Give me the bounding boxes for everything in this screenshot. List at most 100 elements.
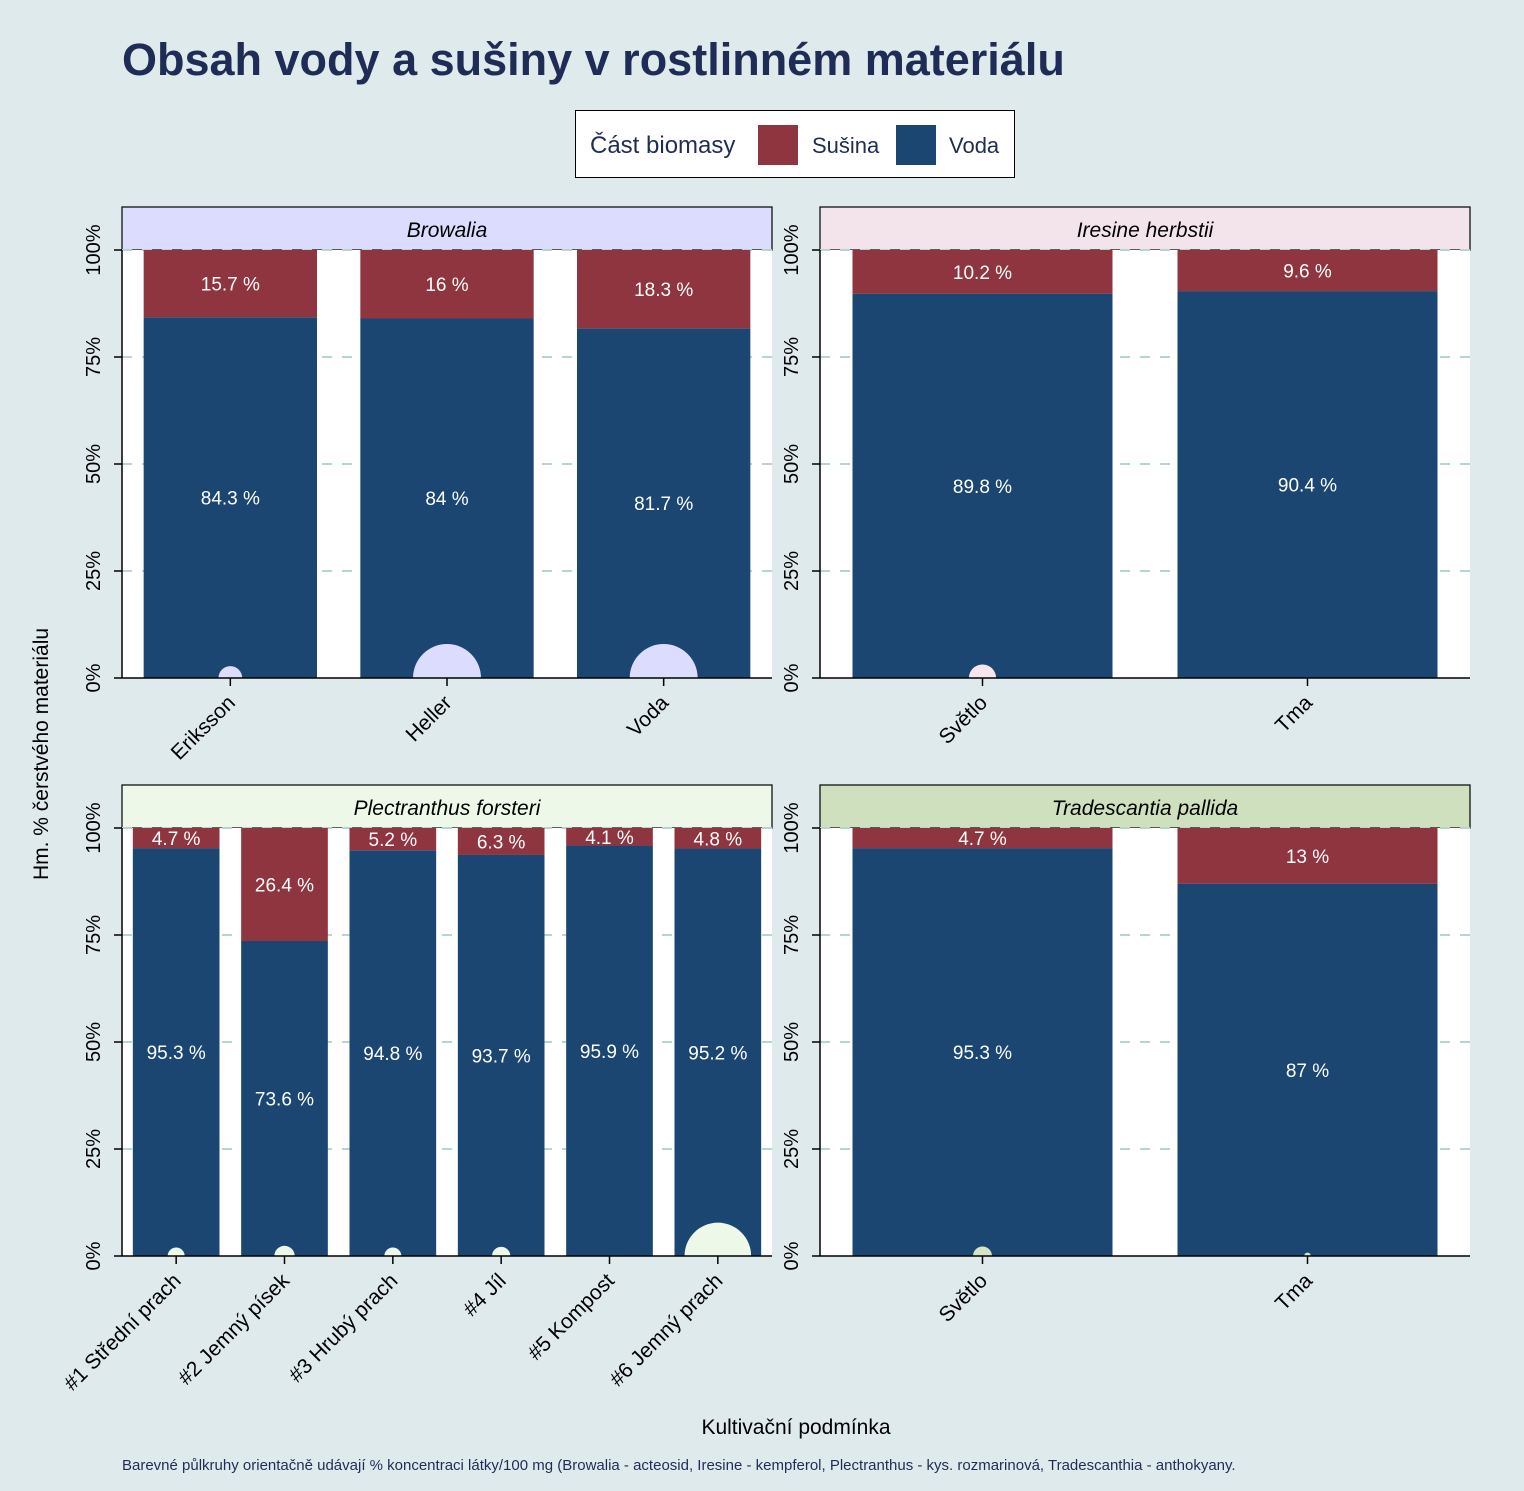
concentration-semicircle: [274, 1245, 295, 1256]
bar-susina: [852, 250, 1113, 294]
x-tick-label: #1 Střední prach: [60, 1269, 186, 1395]
data-label-susina: 18.3 %: [634, 280, 693, 301]
data-label-susina: 15.7 %: [201, 275, 260, 296]
y-tick-label: 25%: [83, 551, 105, 591]
concentration-semicircle: [1304, 1252, 1311, 1256]
data-label-susina: 26.4 %: [255, 875, 314, 896]
bar-voda: [674, 848, 762, 1256]
concentration-semicircle: [684, 1222, 752, 1256]
x-tick-label: Heller: [401, 691, 456, 746]
y-tick-label: 100%: [781, 802, 803, 853]
bar-susina: [360, 250, 534, 319]
panel-title-plectranthus-forsteri: Plectranthus forsteri: [354, 797, 542, 820]
bar-susina: [1177, 250, 1438, 292]
y-tick-label: 50%: [781, 444, 803, 484]
x-tick-label: #4 Jíl: [459, 1269, 511, 1321]
data-label-voda: 95.2 %: [688, 1043, 747, 1064]
y-tick-label: 50%: [83, 1022, 105, 1062]
concentration-semicircle: [491, 1246, 511, 1256]
bar-susina: [349, 828, 437, 851]
y-tick-label: 50%: [781, 1022, 803, 1062]
bar-voda: [360, 318, 534, 678]
bar-voda: [1177, 883, 1438, 1256]
x-tick-label: Světlo: [934, 1269, 992, 1327]
y-tick-label: 25%: [781, 551, 803, 591]
y-tick-label: 75%: [83, 337, 105, 377]
x-tick-label: Tma: [1271, 691, 1317, 737]
y-tick-label: 0%: [83, 1241, 105, 1270]
page-title: Obsah vody a sušiny v rostlinném materiá…: [122, 34, 1065, 85]
data-label-voda: 95.9 %: [580, 1042, 639, 1063]
bar-voda: [852, 848, 1113, 1256]
x-tick-label: Voda: [623, 691, 673, 741]
data-label-voda: 87 %: [1286, 1061, 1329, 1082]
y-tick-label: 0%: [781, 663, 803, 692]
y-tick-label: 0%: [83, 663, 105, 692]
legend-swatch-voda: [896, 125, 936, 165]
data-label-voda: 84 %: [425, 489, 468, 510]
data-label-susina: 10.2 %: [953, 263, 1012, 284]
concentration-semicircle: [413, 644, 481, 678]
data-label-voda: 90.4 %: [1278, 476, 1337, 497]
y-axis-title: Hm. % čerstvého materiálu: [30, 627, 53, 881]
bar-voda: [577, 328, 751, 678]
footnote: Barevné půlkruhy orientačně udávají % ko…: [122, 1457, 1236, 1474]
bar-voda: [143, 317, 317, 678]
data-label-voda: 81.7 %: [634, 494, 693, 515]
bar-voda: [241, 940, 328, 1256]
data-label-voda: 95.3 %: [147, 1043, 206, 1064]
data-label-susina: 4.1 %: [585, 828, 634, 849]
data-label-susina: 4.7 %: [958, 829, 1007, 850]
data-label-voda: 84.3 %: [201, 489, 260, 510]
x-tick-label: Světlo: [934, 691, 992, 749]
panel-strip-browalia: [121, 206, 773, 251]
y-tick-label: 75%: [781, 337, 803, 377]
x-tick-label: Eriksson: [167, 691, 240, 764]
panel-strip-iresine-herbstii: [819, 206, 1471, 251]
data-label-susina: 6.3 %: [477, 832, 526, 853]
bar-susina: [132, 828, 220, 849]
bar-voda: [852, 293, 1113, 678]
concentration-semicircle: [972, 1246, 993, 1256]
data-label-voda: 95.3 %: [953, 1043, 1012, 1064]
y-tick-label: 75%: [83, 915, 105, 955]
x-tick-label: #3 Hrubý prach: [285, 1269, 403, 1387]
data-label-susina: 13 %: [1286, 847, 1329, 868]
data-label-susina: 4.8 %: [694, 829, 743, 850]
bar-susina: [457, 828, 545, 855]
panel-title-browalia: Browalia: [407, 219, 488, 242]
y-tick-label: 25%: [83, 1129, 105, 1169]
bar-voda: [132, 848, 220, 1256]
data-label-susina: 4.7 %: [152, 829, 201, 850]
data-label-voda: 94.8 %: [363, 1044, 422, 1065]
concentration-semicircle: [218, 666, 243, 678]
x-axis-title: Kultivační podmínka: [701, 1416, 891, 1439]
bar-susina: [566, 828, 653, 846]
x-tick-label: #5 Kompost: [524, 1269, 620, 1365]
y-tick-label: 0%: [781, 1241, 803, 1270]
bar-susina: [241, 828, 328, 941]
concentration-semicircle: [629, 644, 698, 678]
data-label-voda: 73.6 %: [255, 1089, 314, 1110]
concentration-semicircle: [384, 1247, 402, 1256]
data-label-susina: 9.6 %: [1283, 262, 1332, 283]
panel-title-iresine-herbstii: Iresine herbstii: [1077, 219, 1215, 242]
y-tick-label: 100%: [781, 224, 803, 275]
x-tick-label: #6 Jemný prach: [605, 1269, 727, 1391]
y-tick-label: 75%: [781, 915, 803, 955]
legend-label-voda: Voda: [949, 133, 1000, 158]
data-label-voda: 89.8 %: [953, 477, 1012, 498]
panel-title-tradescantia-pallida: Tradescantia pallida: [1052, 797, 1238, 820]
bar-voda: [566, 845, 653, 1256]
y-tick-label: 50%: [83, 444, 105, 484]
bar-susina: [143, 250, 317, 318]
data-label-susina: 16 %: [425, 275, 468, 296]
bar-susina: [852, 828, 1113, 849]
bar-susina: [1177, 828, 1438, 884]
data-label-voda: 93.7 %: [472, 1046, 531, 1067]
legend-swatch-susina: [758, 125, 798, 165]
legend-title: Část biomasy: [590, 132, 736, 159]
bar-voda: [457, 854, 545, 1256]
bar-susina: [674, 828, 762, 849]
